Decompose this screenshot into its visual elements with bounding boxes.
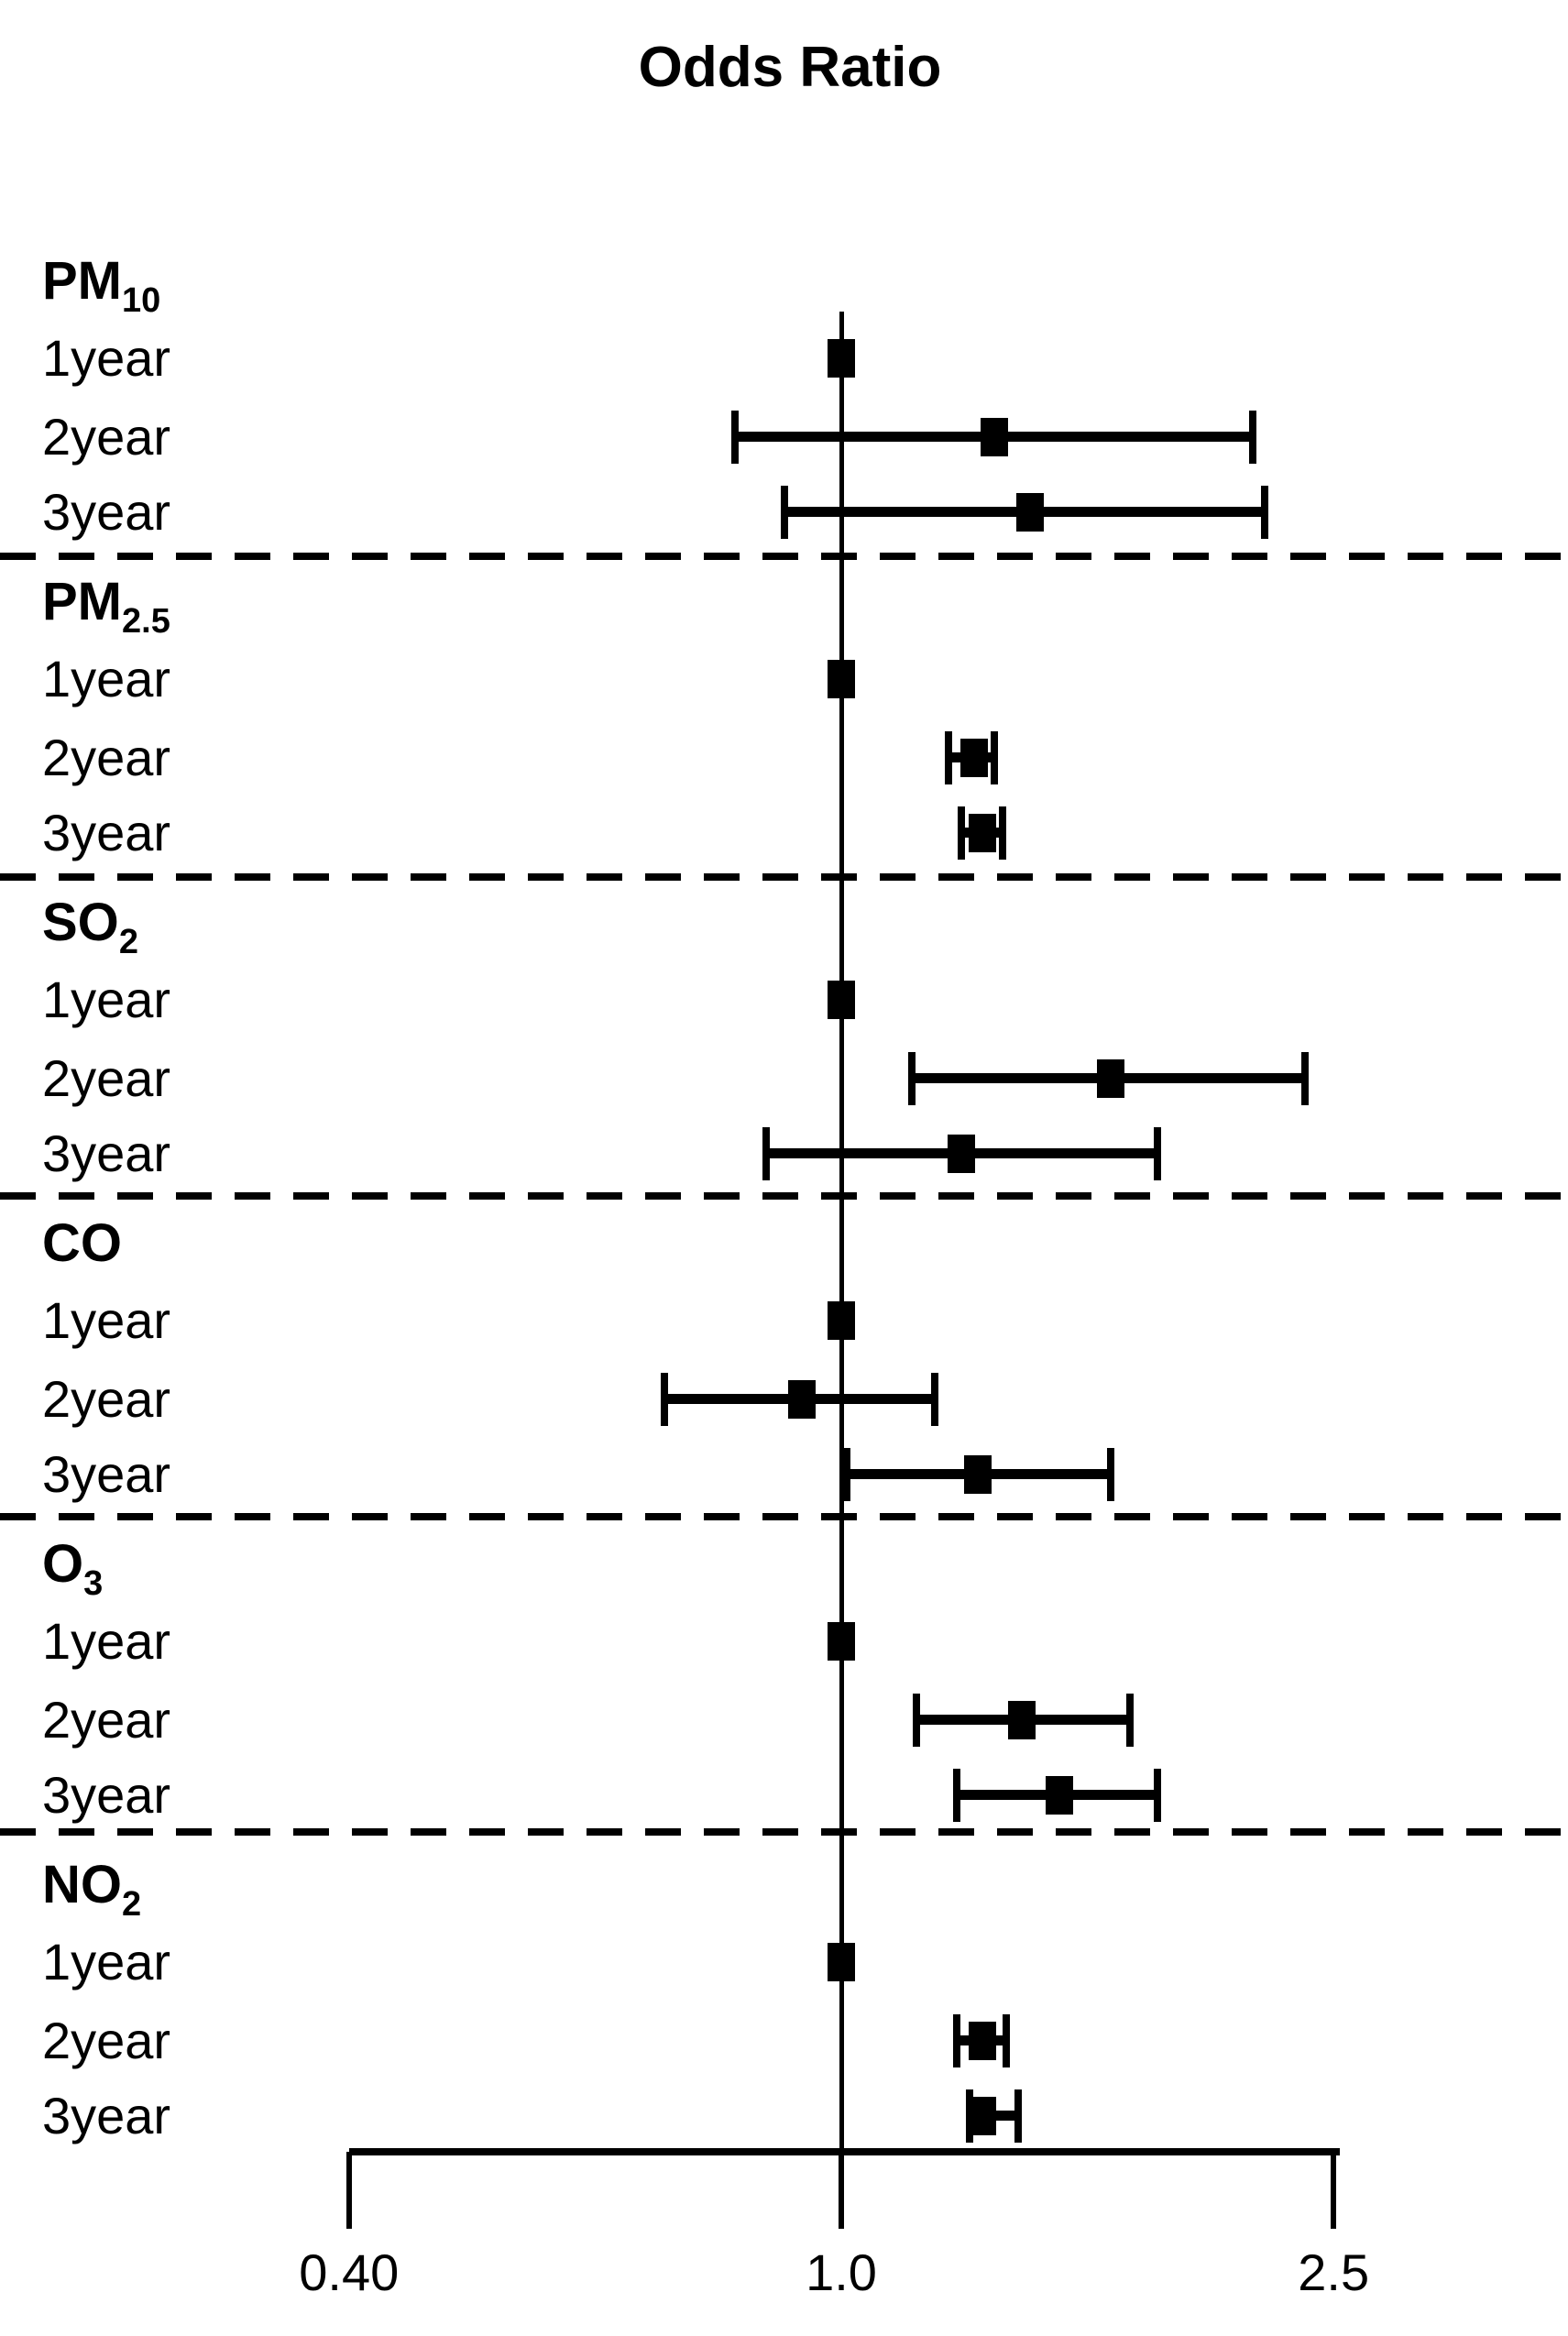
row-label-3year: 3year [42, 1124, 171, 1182]
ci-cap-lower [944, 731, 952, 784]
x-axis-line [349, 2148, 1340, 2155]
ci-cap-lower [781, 486, 789, 539]
chart-title: Odds Ratio [638, 36, 942, 99]
point-marker [1008, 1701, 1036, 1739]
group-label-text: O [42, 1534, 84, 1594]
ci-cap-lower [907, 1052, 916, 1105]
ci-cap-upper [1003, 2014, 1011, 2067]
group-label-pm25: PM2.5 [42, 576, 170, 640]
row-label-2year: 2year [42, 2012, 171, 2069]
group-label-subscript: 10 [122, 281, 161, 320]
separator-dashed-line [0, 1513, 1568, 1520]
separator-dashed-line [0, 873, 1568, 881]
point-marker [1096, 1059, 1124, 1098]
row-label-2year: 2year [42, 1049, 171, 1107]
point-marker [828, 660, 855, 698]
row-label-2year: 2year [42, 1370, 171, 1428]
ci-cap-upper [1248, 411, 1256, 464]
group-label-subscript: 2.5 [122, 602, 170, 641]
group-label-o3: O3 [42, 1538, 103, 1602]
point-marker [828, 981, 855, 1019]
group-label-subscript: 3 [83, 1564, 104, 1603]
group-label-pm10: PM10 [42, 255, 160, 319]
ci-cap-upper [1125, 1694, 1134, 1747]
point-marker [828, 1301, 855, 1340]
point-marker [1015, 493, 1044, 532]
point-marker [968, 2097, 996, 2135]
ci-cap-upper [930, 1373, 938, 1426]
point-marker [959, 739, 988, 777]
ci-cap-lower [762, 1127, 771, 1180]
group-label-text: SO [42, 893, 119, 952]
reference-line [839, 312, 844, 2229]
group-label-co: CO [42, 1217, 122, 1270]
row-label-3year: 3year [42, 2087, 171, 2144]
x-tick-label: 0.40 [299, 2243, 400, 2301]
group-label-no2: NO2 [42, 1859, 141, 1923]
row-label-2year: 2year [42, 408, 171, 466]
row-label-1year: 1year [42, 971, 171, 1028]
row-label-3year: 3year [42, 1766, 171, 1824]
x-tick-label: 2.5 [1298, 2243, 1370, 2301]
group-label-text: CO [42, 1213, 122, 1273]
group-label-so2: SO2 [42, 893, 138, 960]
point-marker [968, 2022, 996, 2060]
ci-cap-lower [842, 1448, 850, 1501]
ci-cap-upper [1153, 1769, 1161, 1822]
row-label-3year: 3year [42, 804, 171, 861]
ci-cap-lower [953, 2014, 961, 2067]
ci-cap-lower [912, 1694, 920, 1747]
ci-cap-upper [998, 806, 1006, 860]
x-axis-tick [345, 2152, 352, 2229]
row-label-1year: 1year [42, 1933, 171, 1991]
group-label-text: PM [42, 251, 122, 311]
ci-cap-upper [1014, 2089, 1023, 2143]
row-label-1year: 1year [42, 329, 171, 387]
row-label-1year: 1year [42, 1291, 171, 1349]
group-label-text: NO [42, 1855, 122, 1914]
ci-cap-lower [661, 1373, 669, 1426]
x-tick-label: 1.0 [806, 2243, 877, 2301]
separator-dashed-line [0, 1192, 1568, 1200]
x-axis-tick [1331, 2152, 1337, 2229]
point-marker [947, 1135, 975, 1173]
x-axis-tick [839, 2152, 844, 2229]
group-label-subscript: 2 [118, 923, 138, 961]
ci-cap-upper [1106, 1448, 1114, 1501]
ci-cap-upper [1261, 486, 1269, 539]
ci-cap-upper [991, 731, 999, 784]
ci-cap-lower [953, 1769, 961, 1822]
row-label-2year: 2year [42, 1691, 171, 1749]
point-marker [968, 814, 996, 852]
point-marker [828, 1943, 855, 1981]
group-label-text: PM [42, 572, 122, 631]
point-marker [981, 418, 1009, 456]
ci-cap-lower [957, 806, 965, 860]
ci-cap-upper [1300, 1052, 1309, 1105]
point-marker [964, 1455, 992, 1494]
point-marker [1045, 1776, 1073, 1815]
separator-dashed-line [0, 553, 1568, 560]
group-label-subscript: 2 [122, 1885, 142, 1924]
point-marker [788, 1380, 817, 1419]
row-label-3year: 3year [42, 483, 171, 541]
row-label-1year: 1year [42, 1612, 171, 1670]
separator-dashed-line [0, 1828, 1568, 1836]
row-label-1year: 1year [42, 650, 171, 707]
ci-cap-upper [1153, 1127, 1161, 1180]
point-marker [828, 1622, 855, 1661]
row-label-3year: 3year [42, 1445, 171, 1503]
point-marker [828, 339, 855, 378]
row-label-2year: 2year [42, 729, 171, 786]
ci-cap-lower [730, 411, 739, 464]
